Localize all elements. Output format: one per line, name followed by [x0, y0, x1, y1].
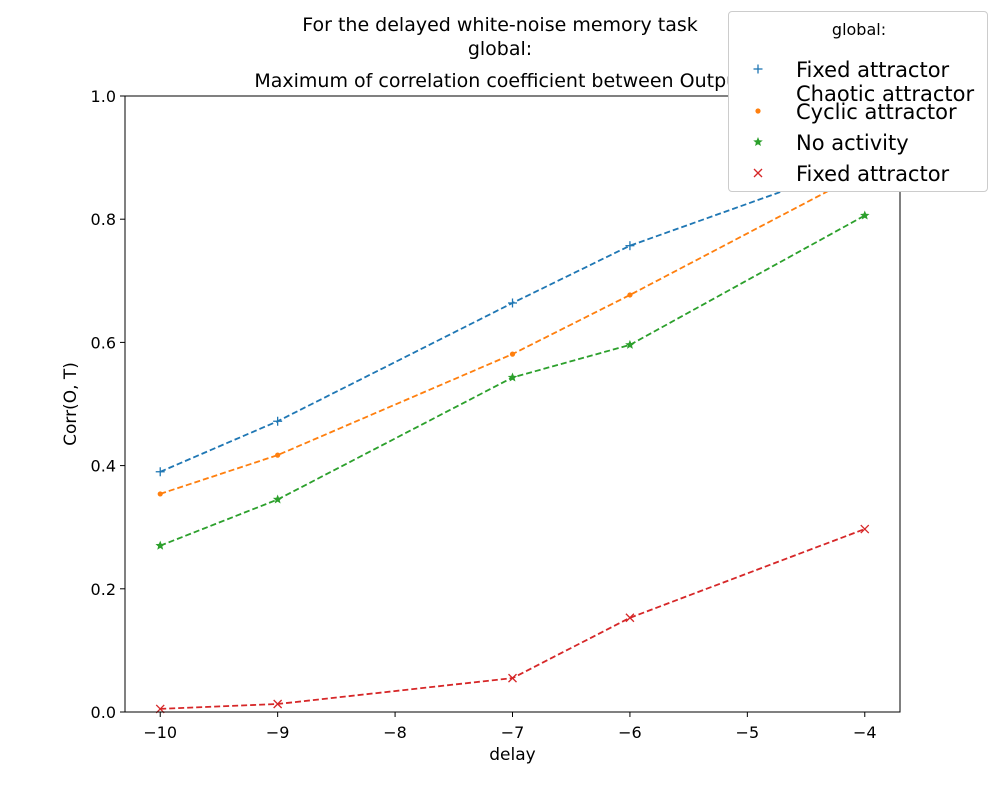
series-4-point: [625, 613, 635, 623]
series-4-point: [508, 673, 517, 683]
series-4-point: [860, 524, 870, 534]
series-3-line: [159, 214, 866, 547]
y-tick-label: 0.6: [91, 333, 116, 352]
y-tick-label: 0.8: [91, 210, 116, 229]
legend-label-series-1: Fixed attractor Chaotic attractor: [796, 58, 975, 106]
legend-label-series-4: Fixed attractor: [796, 162, 950, 186]
series-3-point: [155, 540, 165, 550]
legend-label-series-3: No activity: [796, 131, 909, 155]
series-1-point: [508, 298, 517, 308]
series-1-point: [155, 467, 165, 477]
series-4-point: [273, 699, 283, 709]
series-2-point: [627, 292, 633, 298]
series-1-line: [159, 161, 866, 473]
series-3-point: [507, 372, 518, 382]
legend-marker-shape: [755, 108, 761, 114]
star-marker-icon: [753, 137, 763, 147]
legend-entry-series-1: Fixed attractor Chaotic attractor: [729, 58, 989, 106]
series-2-point: [157, 491, 163, 497]
series-2-line: [159, 171, 866, 495]
dot-marker-icon: [755, 108, 761, 114]
legend-label-series-2: Cyclic attractor: [796, 100, 957, 124]
axis-ticks: −10 −9 −8 −7 −6 −5 −4 0.0 0.2 0.4 0.6 0.8 1.0: [91, 87, 877, 742]
series-3-point: [860, 210, 870, 220]
chart-title-line-2: global:: [467, 38, 533, 60]
x-tick-label: −5: [736, 723, 760, 742]
series-2-point: [275, 452, 281, 458]
legend-entry-series-3: No activity: [729, 131, 989, 161]
y-tick-label: 1.0: [91, 87, 116, 106]
x-tick-label: −7: [501, 723, 525, 742]
series-4-line: [160, 528, 866, 710]
x-tick-label: −10: [143, 723, 177, 742]
y-tick-label: 0.2: [91, 580, 116, 599]
series-2-point: [509, 351, 516, 357]
x-tick-label: −9: [266, 723, 290, 742]
chart-title-line-1: For the delayed white-noise memory task: [302, 14, 698, 36]
plus-marker-icon: [753, 64, 763, 74]
y-tick-label: 0.0: [91, 703, 116, 722]
chart-legend: global: Fixed attractor Chaotic attracto…: [728, 11, 988, 192]
series-3-point: [272, 494, 283, 504]
y-tick-label: 0.4: [91, 457, 116, 476]
series-3-point: [625, 339, 635, 349]
x-tick-label: −8: [383, 723, 407, 742]
legend-marker-shape: [753, 137, 763, 147]
legend-entry-series-4: Fixed attractor: [729, 162, 989, 192]
x-tick-label: −4: [853, 723, 877, 742]
x-marker-icon: [753, 168, 763, 178]
legend-title: global:: [831, 20, 887, 39]
series-layer: [155, 157, 870, 714]
legend-marker-shape: [753, 168, 763, 178]
x-tick-label: −6: [618, 723, 642, 742]
y-axis-label: Corr(O, T): [61, 362, 81, 446]
chart-title-line-3: Maximum of correlation coefficient betwe…: [254, 70, 746, 92]
series-1-point: [273, 416, 283, 426]
legend-marker-shape: [753, 64, 763, 74]
series-1-point: [625, 241, 635, 251]
legend-entry-series-2: Cyclic attractor: [729, 100, 989, 130]
x-axis-label: delay: [489, 745, 535, 765]
